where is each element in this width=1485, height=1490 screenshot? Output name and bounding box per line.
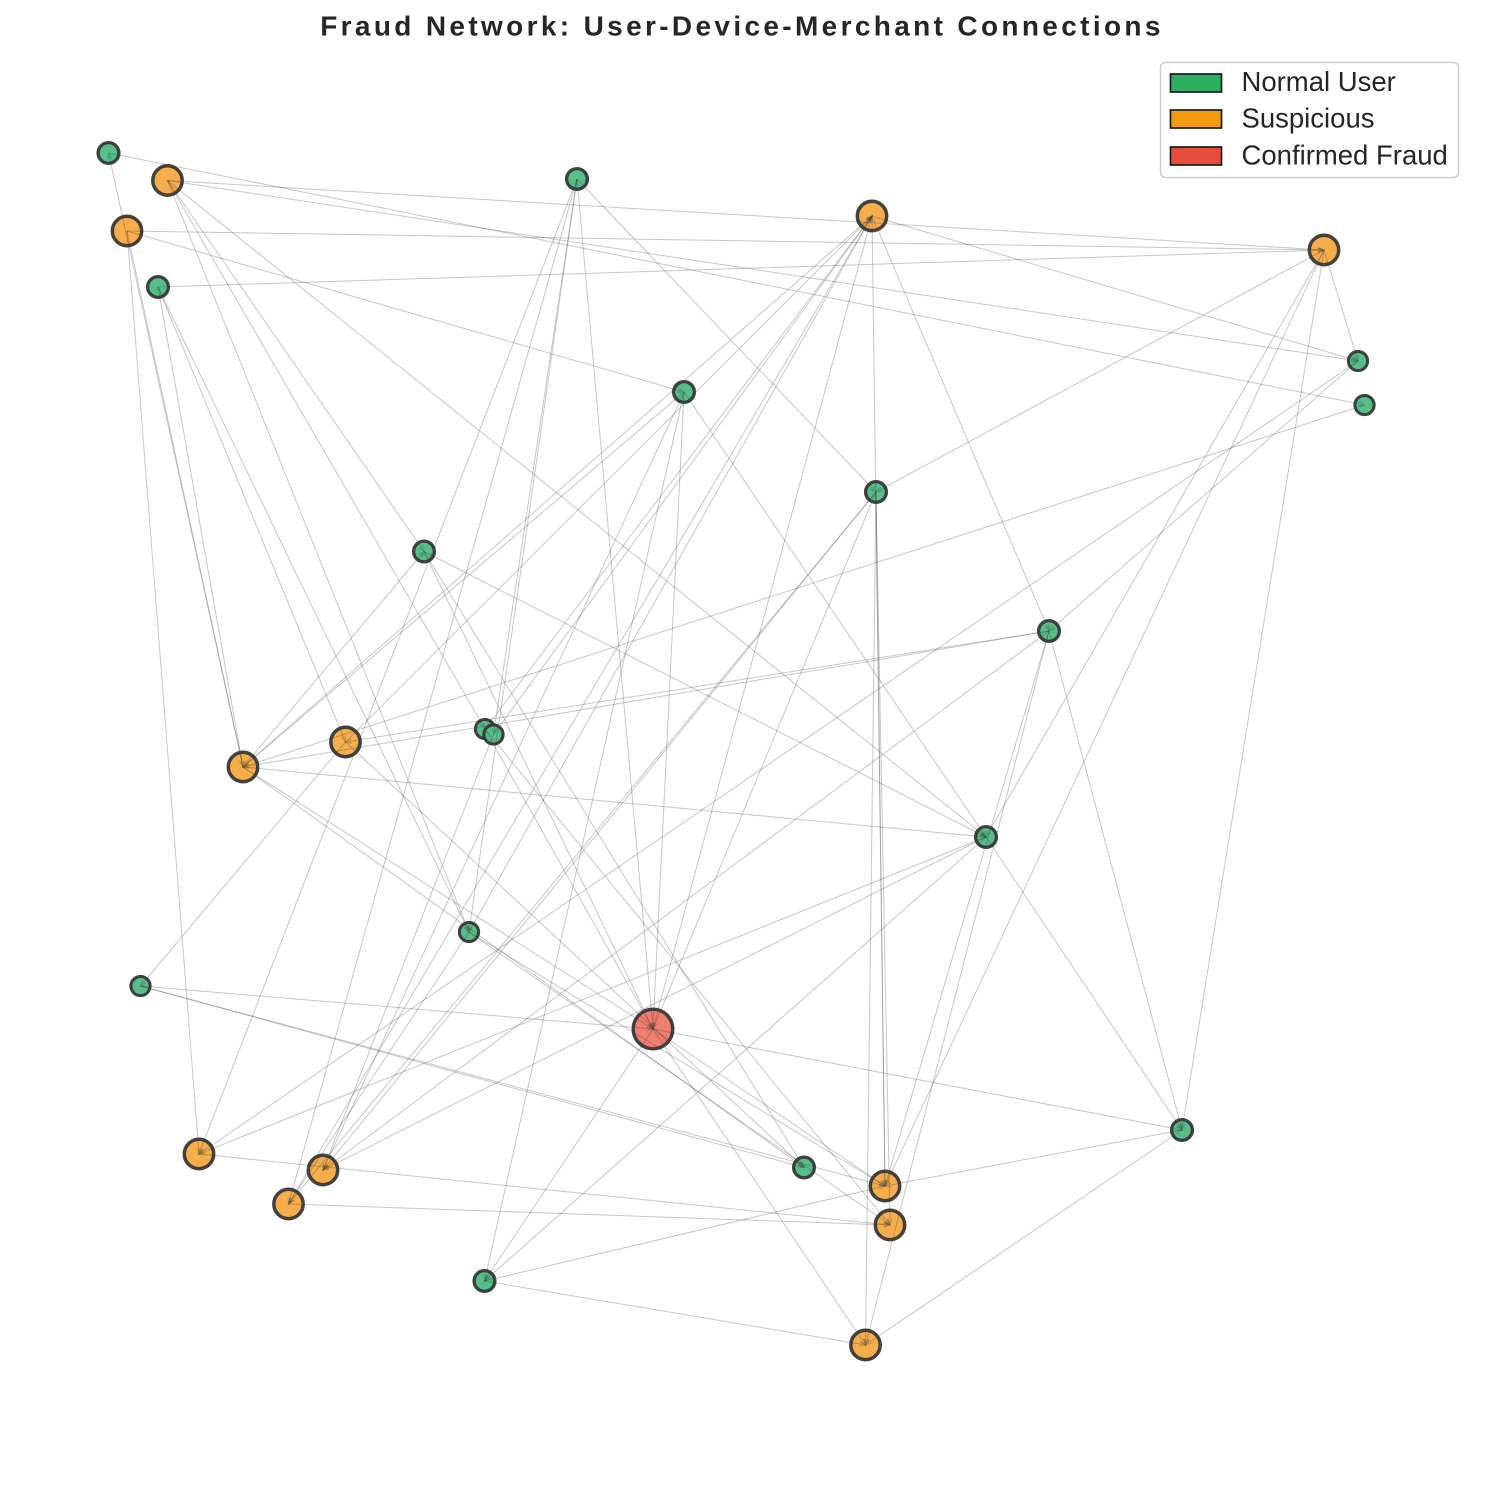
svg-text:Suspicious: Suspicious [1242, 103, 1375, 134]
svg-text:Normal User: Normal User [1242, 66, 1396, 97]
svg-text:Confirmed Fraud: Confirmed Fraud [1242, 139, 1448, 170]
svg-text:Fraud Network: User-Device-Mer: Fraud Network: User-Device-Merchant Conn… [320, 10, 1164, 41]
